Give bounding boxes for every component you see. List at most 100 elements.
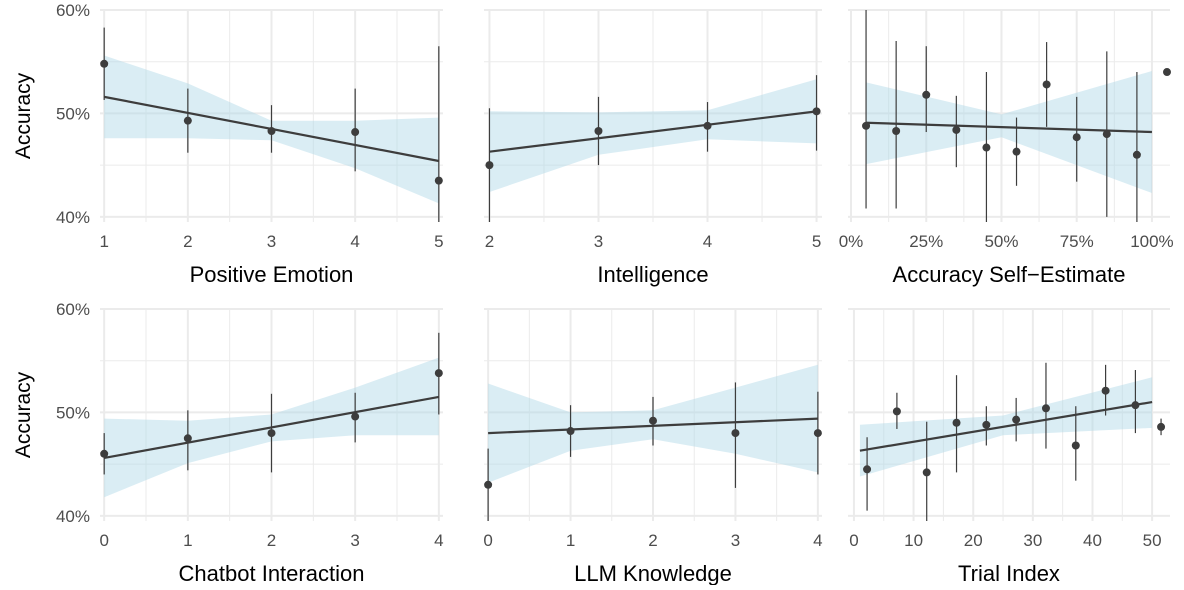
data-point	[1071, 441, 1080, 450]
x-tick-label: 0	[849, 531, 858, 550]
x-tick-label: 2	[648, 531, 657, 550]
y-tick-label: 50%	[56, 403, 90, 422]
x-axis-title: Accuracy Self−Estimate	[893, 262, 1126, 287]
x-tick-label: 2	[485, 232, 494, 251]
facet-panel-3: 0% 25% 50% 75% 100%Accuracy Self−Estimate	[839, 9, 1174, 287]
x-tick-label: 75%	[1060, 232, 1094, 251]
data-point	[1102, 130, 1111, 139]
data-point	[812, 107, 821, 116]
data-point	[703, 121, 712, 130]
data-point	[892, 407, 901, 416]
regression-line	[103, 395, 440, 459]
x-tick-label: 4	[813, 531, 822, 550]
y-axis-title: Accuracy	[12, 72, 35, 159]
x-tick-label: 30	[1023, 531, 1042, 550]
data-point	[594, 126, 603, 135]
data-point	[922, 468, 931, 477]
data-point	[1042, 80, 1051, 89]
data-point	[351, 128, 360, 137]
data-point	[100, 59, 109, 68]
x-tick-label: 1	[183, 531, 192, 550]
data-point	[183, 116, 192, 125]
data-point	[922, 90, 931, 99]
y-tick-label: 40%	[56, 208, 90, 227]
x-tick-label: 0	[483, 531, 492, 550]
data-point	[862, 121, 871, 130]
x-axis-title: Trial Index	[958, 561, 1060, 585]
y-tick-label: 60%	[56, 1, 90, 20]
data-point	[1162, 68, 1171, 77]
data-point	[566, 427, 575, 436]
data-point	[1072, 133, 1081, 142]
data-point	[731, 429, 740, 438]
facet-panel-1: 40% 50% 60% Accuracy 1 2 3 4 5 Positive Emotion	[12, 1, 444, 287]
data-point	[485, 161, 494, 170]
data-point	[982, 420, 991, 429]
x-tick-label: 3	[350, 531, 359, 550]
x-tick-label: 50%	[984, 232, 1018, 251]
y-tick-label: 50%	[56, 104, 90, 123]
confidence-band	[489, 79, 817, 192]
x-tick-label: 5	[434, 232, 443, 251]
x-tick-label: 3	[731, 531, 740, 550]
regression-line	[489, 110, 817, 153]
data-point	[952, 418, 961, 427]
data-point	[1132, 150, 1141, 159]
data-point	[484, 480, 493, 489]
data-point	[351, 412, 360, 421]
data-point	[1012, 147, 1021, 156]
x-tick-label: 10	[904, 531, 923, 550]
data-point	[863, 465, 872, 474]
y-tick-label: 60%	[56, 300, 90, 319]
data-point	[1012, 415, 1021, 424]
x-tick-label: 1	[99, 232, 108, 251]
x-tick-label: 1	[566, 531, 575, 550]
x-tick-label: 4	[434, 531, 443, 550]
data-point	[434, 176, 443, 185]
x-axis-title: Positive Emotion	[190, 262, 354, 287]
regression-line	[859, 400, 1153, 452]
x-tick-label: 2	[183, 232, 192, 251]
x-tick-label: 4	[350, 232, 359, 251]
x-tick-label: 50	[1143, 531, 1162, 550]
data-point	[434, 369, 443, 378]
confidence-band	[866, 71, 1152, 193]
data-point	[267, 126, 276, 135]
data-point	[1131, 401, 1140, 410]
x-tick-label: 100%	[1130, 232, 1173, 251]
y-tick-label: 40%	[56, 507, 90, 526]
x-tick-label: 3	[267, 232, 276, 251]
x-tick-label: 40	[1083, 531, 1102, 550]
x-tick-label: 25%	[909, 232, 943, 251]
x-tick-label: 5	[812, 232, 821, 251]
x-tick-label: 3	[594, 232, 603, 251]
facet-panel-6: 0 10 20 30 40 50 Trial Index	[848, 308, 1170, 586]
data-point	[649, 416, 657, 425]
data-point	[183, 434, 192, 443]
data-point	[1041, 404, 1050, 413]
data-point	[892, 126, 901, 135]
data-point	[267, 429, 276, 438]
data-point	[100, 449, 109, 458]
data-point	[982, 143, 991, 152]
x-axis-title: Chatbot Interaction	[179, 561, 365, 585]
data-point	[1157, 422, 1166, 431]
regression-line	[866, 121, 1152, 134]
facet-panel-2: 2 3 4 5 Intelligence	[484, 9, 822, 287]
facet-panel-4: 40% 50% 60% Accuracy 0 1 2 3 4 Chatbot Interactio…	[12, 300, 444, 586]
x-tick-label: 4	[703, 232, 712, 251]
x-tick-label: 20	[964, 531, 983, 550]
x-axis-title: Intelligence	[597, 262, 708, 287]
data-point	[952, 125, 961, 134]
regression-line	[488, 417, 818, 435]
data-point	[813, 429, 822, 438]
x-tick-label: 0	[99, 531, 108, 550]
x-tick-label: 0%	[839, 232, 864, 251]
x-axis-title: LLM Knowledge	[574, 561, 732, 585]
y-axis-title: Accuracy	[12, 371, 35, 458]
facet-panel-5: 0 1 2 3 4 LLM Knowledge	[483, 308, 823, 586]
data-point	[1101, 386, 1110, 395]
x-tick-label: 2	[267, 531, 276, 550]
